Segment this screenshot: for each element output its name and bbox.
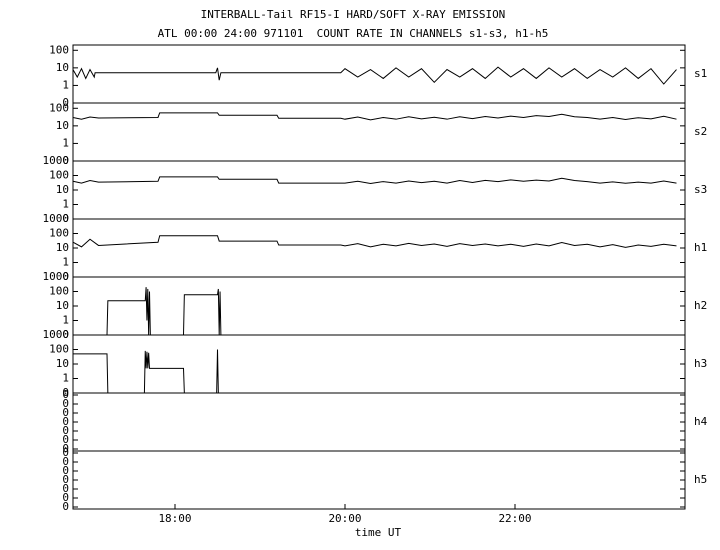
y-tick-label: 10 [56, 183, 69, 196]
y-tick-label: 0 [62, 154, 69, 167]
y-tick-label: 1 [62, 136, 69, 149]
y-tick-label: 0 [62, 464, 69, 477]
y-tick-label: 0 [62, 473, 69, 486]
y-tick-label: 1 [62, 314, 69, 327]
y-tick-label: 0 [62, 415, 69, 428]
y-tick-label: 0 [62, 482, 69, 495]
y-tick-label: 0 [62, 500, 69, 513]
panel-label: s2 [694, 125, 707, 138]
y-tick-label: 1 [62, 78, 69, 91]
y-tick-label: 0 [62, 455, 69, 468]
y-tick-label: 10 [56, 119, 69, 132]
panel-label: h4 [694, 415, 708, 428]
y-tick-label: 1000 [43, 328, 70, 341]
y-tick-label: 1000 [43, 270, 70, 283]
y-tick-label: 1 [62, 198, 69, 211]
panel-label: h5 [694, 473, 707, 486]
y-tick-label: 0 [62, 386, 69, 399]
y-tick-label: 10 [56, 299, 69, 312]
y-tick-label: 100 [49, 227, 69, 240]
panel-label: h1 [694, 241, 707, 254]
y-tick-label: 1 [62, 256, 69, 269]
trace [72, 112, 677, 121]
y-tick-label: 10 [56, 241, 69, 254]
chart-subtitle: ATL 00:00 24:00 971101 COUNT RATE IN CHA… [158, 27, 549, 40]
y-tick-label: 0 [62, 433, 69, 446]
y-tick-label: 100 [49, 101, 69, 114]
chart-title: INTERBALL-Tail RF15-I HARD/SOFT X-RAY EM… [201, 8, 506, 21]
x-tick-label: 20:00 [328, 512, 361, 525]
y-tick-label: 0 [62, 406, 69, 419]
y-tick-label: 0 [62, 446, 69, 459]
y-tick-label: 1000 [43, 212, 70, 225]
y-tick-label: 0 [62, 212, 69, 225]
y-tick-label: 0 [62, 424, 69, 437]
y-tick-label: 0 [62, 491, 69, 504]
trace [73, 287, 685, 336]
y-tick-label: 0 [62, 397, 69, 410]
y-tick-label: 0 [62, 328, 69, 341]
y-tick-label: 1 [62, 372, 69, 385]
x-tick-label: 22:00 [498, 512, 531, 525]
y-tick-label: 0 [62, 388, 69, 401]
x-tick-label: 18:00 [158, 512, 191, 525]
x-axis-label: time UT [355, 526, 402, 539]
y-tick-label: 1000 [43, 154, 70, 167]
trace [72, 176, 677, 185]
trace [72, 66, 677, 85]
panel-label: h2 [694, 299, 707, 312]
y-tick-label: 0 [62, 442, 69, 455]
y-tick-label: 0 [62, 96, 69, 109]
trace [72, 235, 677, 248]
y-tick-label: 10 [56, 357, 69, 370]
panel-label: s1 [694, 67, 707, 80]
y-tick-label: 100 [49, 343, 69, 356]
y-tick-label: 10 [56, 61, 69, 74]
y-tick-label: 100 [49, 43, 69, 56]
y-tick-label: 0 [62, 270, 69, 283]
panel-label: s3 [694, 183, 707, 196]
panel-label: h3 [694, 357, 707, 370]
y-tick-label: 100 [49, 169, 69, 182]
y-tick-label: 100 [49, 285, 69, 298]
